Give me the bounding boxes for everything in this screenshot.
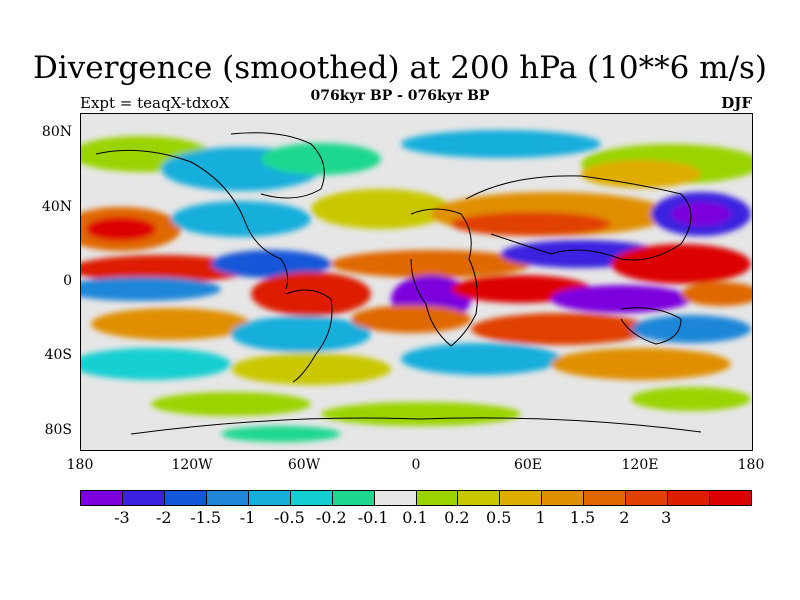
colorbar-label: 0.5 xyxy=(486,508,512,527)
colorbar-swatch xyxy=(332,491,375,505)
y-axis-tick-label: 40S xyxy=(44,347,72,363)
colorbar-label: 0.1 xyxy=(402,508,428,527)
colorbar-label: 1 xyxy=(535,508,546,527)
colorbar-label: -2 xyxy=(155,508,172,527)
colorbar-swatch xyxy=(416,491,459,505)
colorbar-label: 0.2 xyxy=(444,508,470,527)
divergence-field xyxy=(81,114,752,450)
x-axis-tick-label: 60E xyxy=(513,457,543,473)
colorbar-swatch xyxy=(122,491,165,505)
experiment-label: Expt = teaqX-tdxoX xyxy=(80,94,230,112)
x-axis-tick-label: 180 xyxy=(737,457,765,473)
colorbar-swatch xyxy=(542,491,585,505)
x-axis-tick-label: 60W xyxy=(287,457,321,473)
y-axis-tick-label: 80S xyxy=(44,422,72,438)
colorbar-label: -3 xyxy=(114,508,130,527)
y-axis-tick-label: 0 xyxy=(63,273,72,289)
colorbar-swatch xyxy=(374,491,417,505)
y-axis-tick-label: 40N xyxy=(41,199,72,215)
colorbar-swatch xyxy=(668,491,711,505)
colorbar-label: 2 xyxy=(619,508,630,527)
map-panel xyxy=(80,113,753,451)
x-axis-tick-label: 120E xyxy=(621,457,659,473)
colorbar-swatch xyxy=(710,491,751,505)
plot-subtitle: 076kyr BP - 076kyr BP xyxy=(310,88,490,104)
colorbar-swatch xyxy=(584,491,627,505)
colorbar-swatch xyxy=(248,491,291,505)
colorbar-label: 3 xyxy=(661,508,672,527)
season-label: DJF xyxy=(721,94,752,112)
colorbar-label: -1.5 xyxy=(190,508,222,527)
colorbar-label: -0.2 xyxy=(315,508,347,527)
colorbar-swatch xyxy=(206,491,249,505)
colorbar-swatch xyxy=(458,491,501,505)
colorbar-label: -0.1 xyxy=(357,508,389,527)
colorbar-swatch xyxy=(164,491,207,505)
colorbar-swatch xyxy=(500,491,543,505)
x-axis-tick-label: 0 xyxy=(411,457,421,473)
x-axis-tick-label: 120W xyxy=(171,457,213,473)
colorbar-swatch xyxy=(626,491,669,505)
plot-title: Divergence (smoothed) at 200 hPa (10**6 … xyxy=(33,50,767,86)
colorbar-label: -0.5 xyxy=(273,508,305,527)
colorbar-label: -1 xyxy=(239,508,256,527)
colorbar-swatch xyxy=(81,491,123,505)
colorbar-label: 1.5 xyxy=(569,508,596,527)
x-axis-tick-label: 180 xyxy=(66,457,94,473)
colorbar xyxy=(80,490,752,506)
colorbar-swatch xyxy=(290,491,333,505)
y-axis-tick-label: 80N xyxy=(41,124,72,140)
